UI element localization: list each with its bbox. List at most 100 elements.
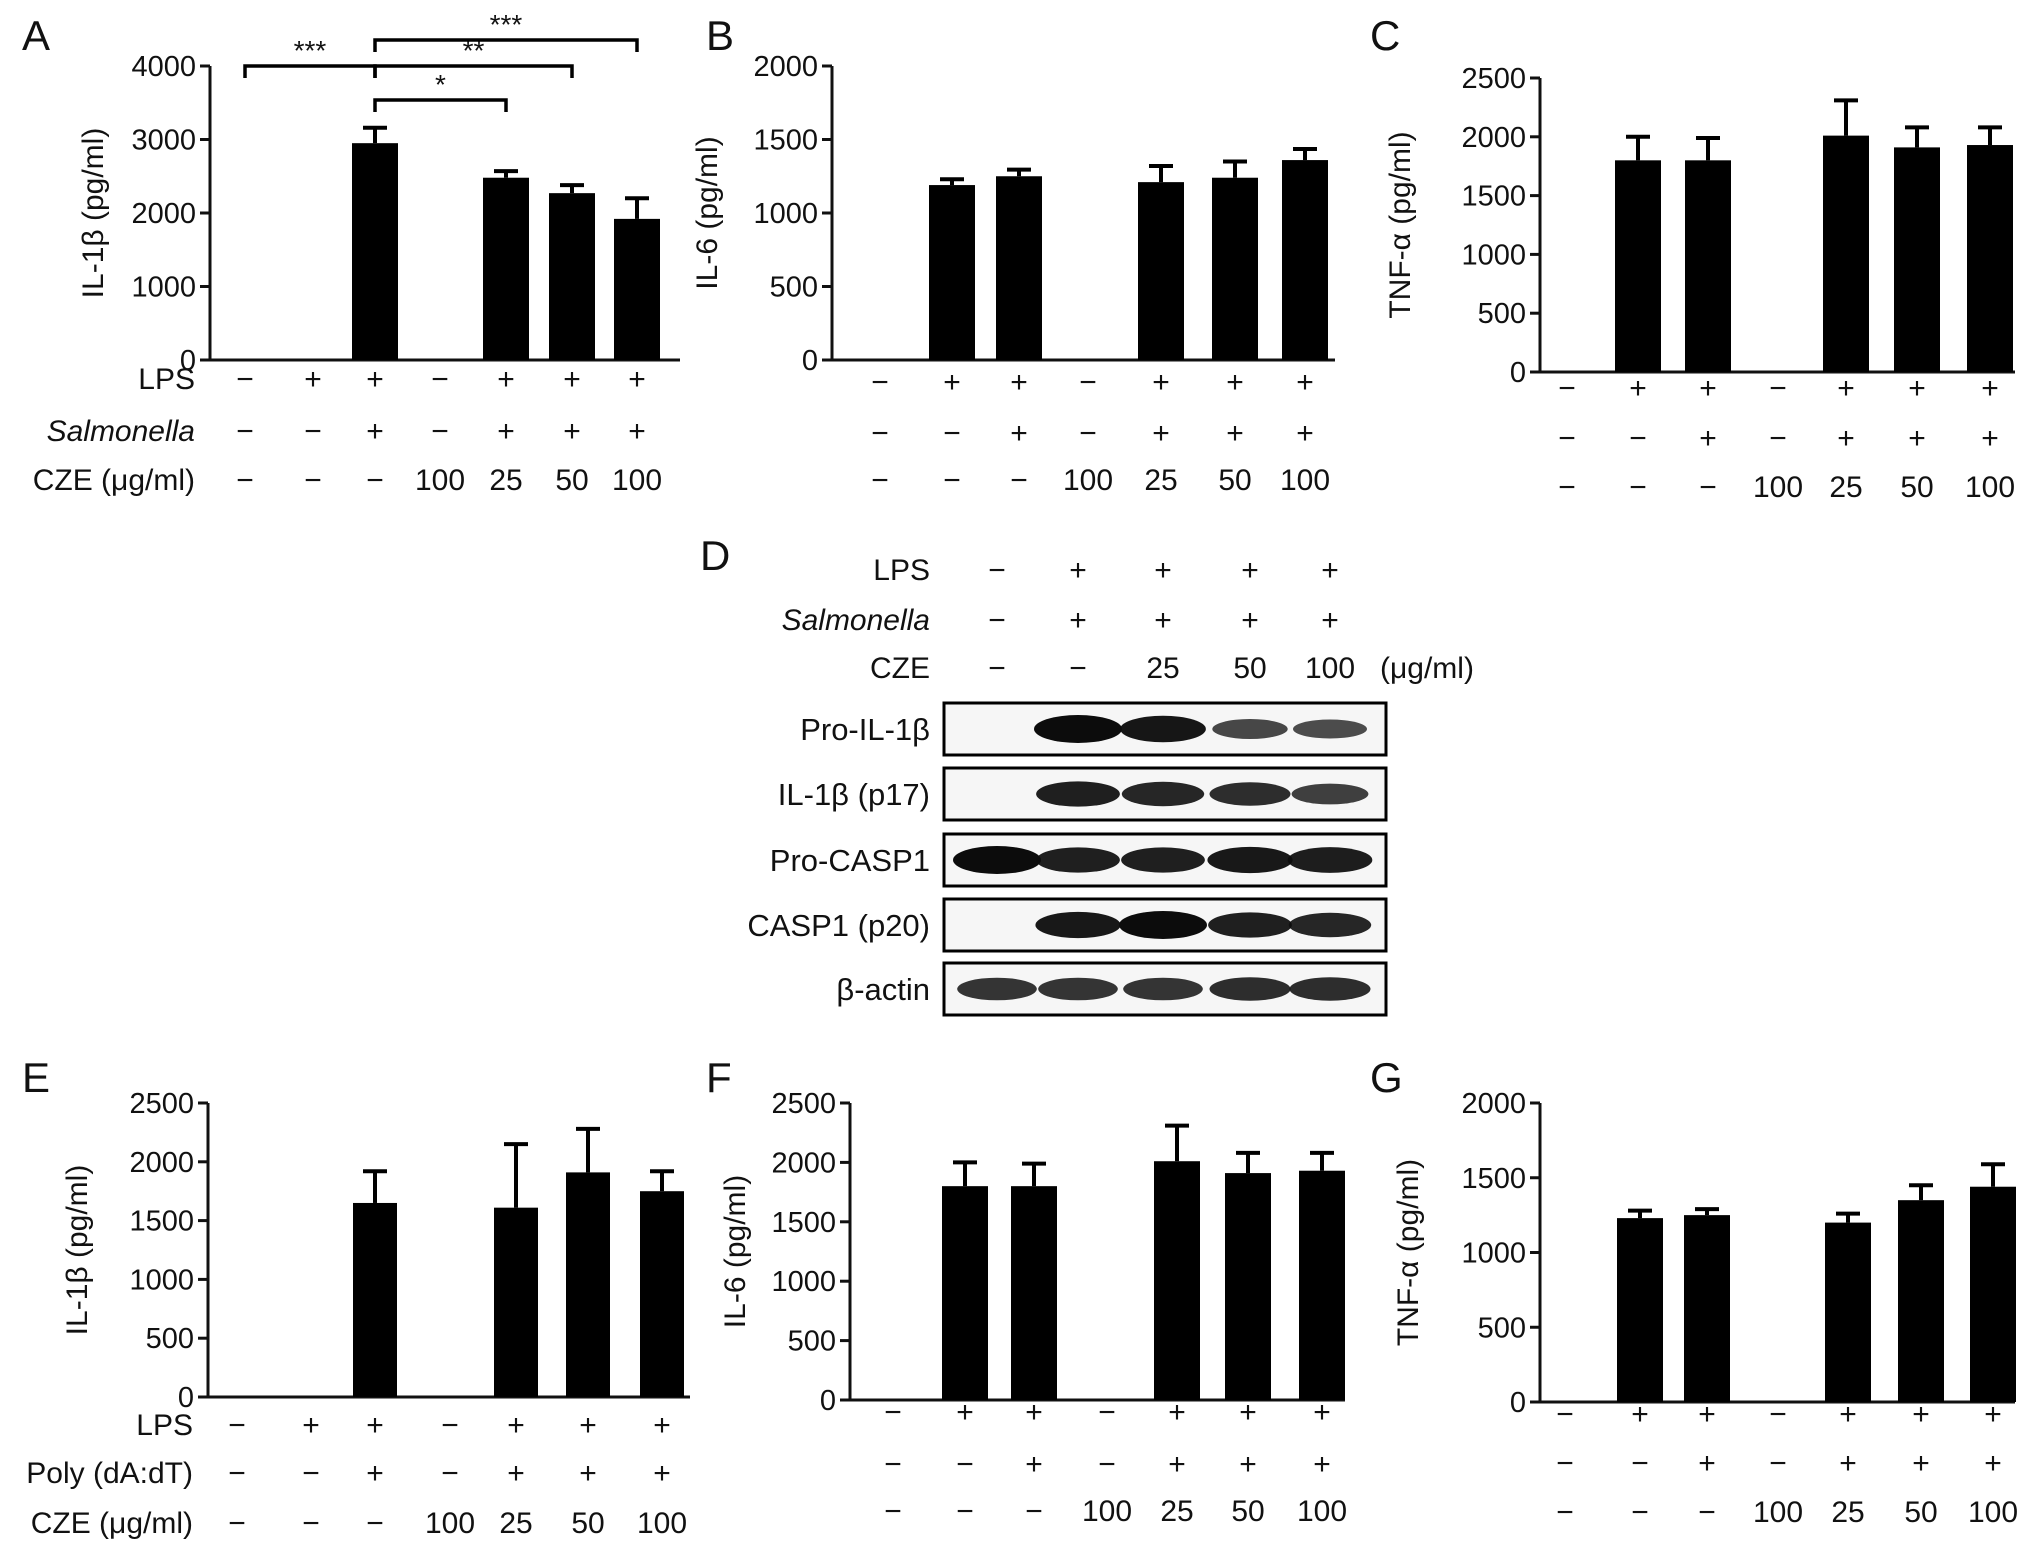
- treatment-cell: +: [1981, 422, 1999, 455]
- treatment-cell: +: [1239, 1396, 1257, 1429]
- treatment-cell: −: [304, 415, 322, 448]
- blot-band: [957, 977, 1037, 1001]
- treatment-cell: +: [653, 1409, 671, 1442]
- treatment-cell: +: [563, 363, 581, 396]
- y-tick-label: 2500: [771, 1088, 836, 1120]
- treatment-cell: −: [1629, 422, 1647, 455]
- treatment-cell: +: [1321, 554, 1339, 587]
- unit-label: (μg/ml): [1380, 652, 1474, 685]
- treatment-cell: −: [884, 1495, 902, 1528]
- y-tick-label: 1000: [771, 1266, 836, 1298]
- treatment-cell: −: [304, 464, 322, 497]
- treatment-cell: +: [1912, 1398, 1930, 1431]
- treatment-cell: −: [1631, 1496, 1649, 1529]
- treatment-cell: 100: [1965, 471, 2015, 504]
- treatment-cell: +: [1912, 1447, 1930, 1480]
- bar: [353, 1202, 397, 1397]
- bar: [1225, 1173, 1271, 1400]
- y-tick-label: 0: [802, 345, 818, 377]
- significance-label: *: [435, 69, 446, 100]
- treatment-cell: 50: [1900, 471, 1933, 504]
- treatment-cell: −: [441, 1409, 459, 1442]
- blot-band: [1209, 782, 1291, 806]
- treatment-cell: −: [956, 1495, 974, 1528]
- y-tick-label: 2000: [131, 198, 196, 230]
- treatment-cell: +: [1154, 604, 1172, 637]
- panel-d-western-blot: D LPS − + + + + Salmonella − + + + + CZE − − 25 50 100 (μg/…: [700, 532, 1474, 1017]
- blot-band: [1212, 719, 1288, 739]
- panel-letter: F: [706, 1054, 732, 1101]
- blot-band: [1121, 781, 1205, 807]
- significance-label: ***: [490, 9, 523, 40]
- significance-bracket: [373, 38, 639, 52]
- treatment-cell: +: [497, 363, 515, 396]
- treatment-cell: −: [228, 1409, 246, 1442]
- bar: [1825, 1222, 1871, 1402]
- y-tick-label: 500: [146, 1323, 194, 1355]
- treatment-cell: +: [956, 1396, 974, 1429]
- treatment-cell: +: [1837, 422, 1855, 455]
- treatment-cell: 25: [1144, 464, 1177, 497]
- treatment-cell: +: [1984, 1447, 2002, 1480]
- treatment-cell: 25: [1160, 1495, 1193, 1528]
- y-axis-title: TNF-α (pg/ml): [1392, 1159, 1425, 1346]
- treatment-cell: +: [507, 1409, 525, 1442]
- panel-letter: G: [1370, 1054, 1403, 1101]
- treatment-cell: +: [1226, 366, 1244, 399]
- y-tick-label: 1000: [1461, 1238, 1526, 1270]
- treatment-cell: +: [1226, 417, 1244, 450]
- treatment-cell: +: [1839, 1447, 1857, 1480]
- treatment-cell: +: [1152, 366, 1170, 399]
- treatment-cell: +: [628, 363, 646, 396]
- bar: [566, 1172, 610, 1397]
- bar: [352, 143, 398, 360]
- treatment-cell: −: [988, 554, 1006, 587]
- treatment-cell: +: [1296, 417, 1314, 450]
- treatment-cell: 50: [1231, 1495, 1264, 1528]
- treatment-cell: 50: [555, 464, 588, 497]
- treatment-cell: 100: [1082, 1495, 1132, 1528]
- y-tick-label: 1500: [753, 125, 818, 157]
- y-tick-label: 0: [178, 1382, 194, 1414]
- treatment-cell: +: [1629, 372, 1647, 405]
- treatment-row-label: CZE (μg/ml): [33, 464, 195, 497]
- treatment-cell: −: [236, 464, 254, 497]
- blot-strip-label: CASP1 (p20): [747, 908, 930, 943]
- bar: [1154, 1161, 1200, 1400]
- panel-letter: E: [22, 1054, 50, 1101]
- treatment-cell: +: [1069, 604, 1087, 637]
- treatment-cell: 25: [1831, 1496, 1864, 1529]
- treatment-cell: 50: [1233, 652, 1266, 685]
- treatment-cell: +: [366, 415, 384, 448]
- treatment-cell: −: [871, 464, 889, 497]
- treatment-cell: +: [1239, 1448, 1257, 1481]
- treatment-cell: −: [1025, 1495, 1043, 1528]
- treatment-cell: +: [1025, 1396, 1043, 1429]
- bar: [1685, 160, 1731, 372]
- blot-band: [1120, 715, 1206, 743]
- bar: [1617, 1218, 1663, 1402]
- treatment-cell: −: [431, 415, 449, 448]
- treatment-row-label: CZE: [870, 652, 930, 685]
- y-axis-title: TNF-α (pg/ml): [1384, 131, 1417, 318]
- blot-band: [1034, 715, 1122, 743]
- treatment-cell: −: [1699, 471, 1717, 504]
- significance-label: **: [463, 35, 485, 66]
- blot-band: [1036, 781, 1120, 807]
- blot-strip-label: IL-1β (p17): [778, 777, 930, 812]
- treatment-cell: 50: [1904, 1496, 1937, 1529]
- bar: [1299, 1170, 1345, 1400]
- treatment-cell: −: [1769, 1398, 1787, 1431]
- treatment-row-label: Poly (dA:dT): [26, 1457, 193, 1490]
- blot-band: [1287, 847, 1373, 873]
- y-tick-label: 1000: [131, 272, 196, 304]
- significance-label: ***: [294, 35, 327, 66]
- treatment-cell: 100: [1968, 1496, 2018, 1529]
- treatment-cell: 25: [1146, 652, 1179, 685]
- treatment-cell: −: [1556, 1398, 1574, 1431]
- panel-letter: C: [1370, 12, 1400, 59]
- treatment-cell: 100: [1297, 1495, 1347, 1528]
- treatment-cell: +: [1010, 366, 1028, 399]
- treatment-cell: 25: [489, 464, 522, 497]
